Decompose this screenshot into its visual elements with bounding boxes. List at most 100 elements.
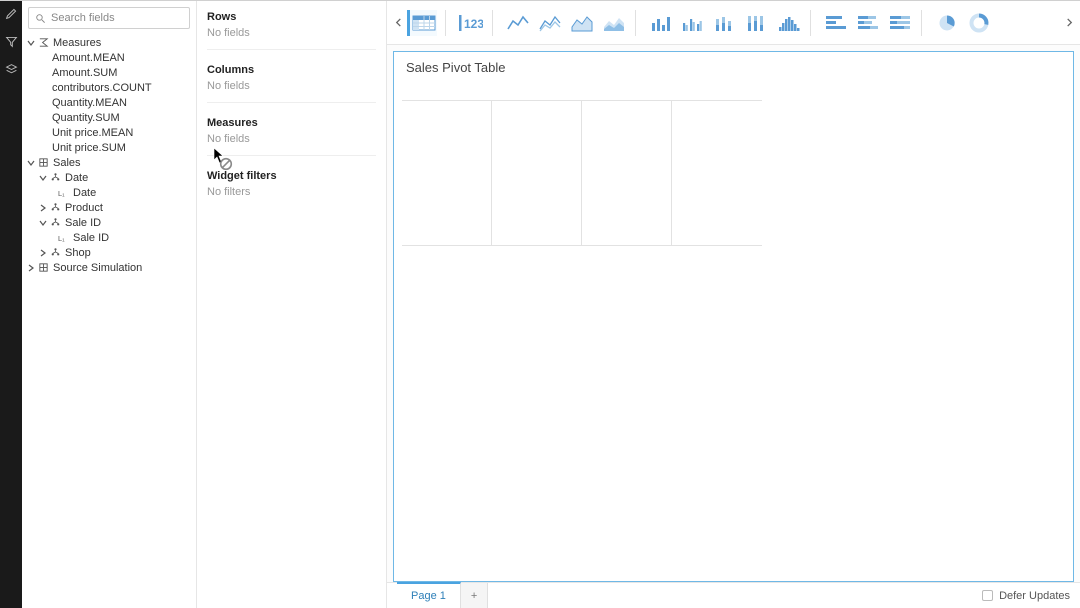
chevron-down-icon[interactable] [38,219,48,227]
tree-item[interactable]: L₁ Sale ID [22,230,196,245]
defer-label: Defer Updates [999,590,1070,602]
chevron-right-icon[interactable] [38,249,48,257]
tree-label: Quantity.MEAN [52,97,127,109]
pivot-canvas[interactable]: Sales Pivot Table [393,51,1074,582]
cube-icon [36,157,50,168]
chevron-down-icon[interactable] [38,174,48,182]
viz-hbar-stacked[interactable] [851,10,881,36]
tree-label: Measures [53,37,101,49]
chevron-right-icon[interactable] [26,264,36,272]
add-page-button[interactable]: + [461,583,488,608]
tree-label: Unit price.SUM [52,142,126,154]
viz-pivot-table[interactable] [407,10,437,36]
shelf-measures[interactable]: Measures No fields [207,117,376,156]
tree-label: Quantity.SUM [52,112,120,124]
shelf-empty: No fields [207,133,376,145]
shelf-title: Rows [207,11,376,23]
hierarchy-icon [48,247,62,258]
tree-item-measures[interactable]: Measures [22,35,196,50]
tree-item[interactable]: Amount.MEAN [22,50,196,65]
tree-label: Amount.SUM [52,67,117,79]
left-rail [0,1,22,608]
cube-icon [36,262,50,273]
shelf-title: Widget filters [207,170,376,182]
tree-label: Sale ID [65,217,101,229]
hierarchy-icon [48,217,62,228]
hierarchy-icon [48,202,62,213]
search-input[interactable] [28,7,190,29]
tree-label: Unit price.MEAN [52,127,133,139]
viz-area[interactable] [565,10,595,36]
plus-icon: + [471,590,477,602]
canvas-title: Sales Pivot Table [394,52,1073,83]
shelf-empty: No fields [207,27,376,39]
viz-100-stacked-bar[interactable] [740,10,770,36]
viz-stacked-area[interactable] [597,10,627,36]
tree-item[interactable]: Quantity.SUM [22,110,196,125]
shelf-empty: No fields [207,80,376,92]
viz-pie[interactable] [930,10,960,36]
shelf-rows[interactable]: Rows No fields [207,11,376,50]
viz-prev-icon[interactable] [391,16,405,30]
viz-line[interactable] [501,10,531,36]
level-icon: L₁ [56,232,70,243]
empty-pivot-grid [402,100,762,246]
tree-item-date[interactable]: Date [22,170,196,185]
search-field[interactable] [51,12,183,24]
viz-next-icon[interactable] [1062,16,1076,30]
svg-text:L₁: L₁ [58,234,65,243]
layers-icon[interactable] [5,63,18,81]
tree-item-sales[interactable]: Sales [22,155,196,170]
chevron-right-icon[interactable] [38,204,48,212]
defer-updates-toggle[interactable]: Defer Updates [972,583,1080,608]
shelf-title: Measures [207,117,376,129]
page-tab[interactable]: Page 1 [397,582,461,608]
shelf-filters[interactable]: Widget filters No filters [207,170,376,208]
tree-item-saleid[interactable]: Sale ID [22,215,196,230]
viz-multiline[interactable] [533,10,563,36]
viz-bar[interactable] [644,10,674,36]
chevron-down-icon[interactable] [26,159,36,167]
svg-text:123: 123 [464,17,483,31]
viz-histogram[interactable] [772,10,802,36]
tree-item[interactable]: Amount.SUM [22,65,196,80]
tree-item[interactable]: contributors.COUNT [22,80,196,95]
tree-label: Product [65,202,103,214]
tree-item[interactable]: Unit price.SUM [22,140,196,155]
tree-item[interactable]: Quantity.MEAN [22,95,196,110]
viz-hbar[interactable] [819,10,849,36]
tree-label: Sale ID [73,232,109,244]
svg-text:L₁: L₁ [58,189,65,198]
tree-label: Amount.MEAN [52,52,125,64]
chevron-down-icon[interactable] [26,39,36,47]
checkbox-icon[interactable] [982,590,993,601]
search-icon [35,13,46,24]
tree-label: Date [73,187,96,199]
footer-bar: Page 1 + Defer Updates [387,582,1080,608]
tree-item[interactable]: L₁ Date [22,185,196,200]
viz-kpi[interactable]: 123 [454,10,484,36]
viz-type-bar: 123 [387,1,1080,45]
page-tab-label: Page 1 [411,590,446,602]
tree-item-shop[interactable]: Shop [22,245,196,260]
tree-label: Date [65,172,88,184]
sigma-icon [36,37,50,48]
viz-hbar-100[interactable] [883,10,913,36]
viz-grouped-bar[interactable] [676,10,706,36]
tree-item[interactable]: Unit price.MEAN [22,125,196,140]
fields-tree: Measures Amount.MEAN Amount.SUM contribu… [22,35,196,275]
viz-donut[interactable] [962,10,992,36]
tree-item-source[interactable]: Source Simulation [22,260,196,275]
main-area: 123 Sa [387,1,1080,608]
shelf-columns[interactable]: Columns No fields [207,64,376,103]
tree-label: Sales [53,157,81,169]
pencil-icon[interactable] [5,7,18,25]
fields-panel: Measures Amount.MEAN Amount.SUM contribu… [22,1,197,608]
shelves-panel: Rows No fields Columns No fields Measure… [197,1,387,608]
shelf-empty: No filters [207,186,376,198]
viz-stacked-bar[interactable] [708,10,738,36]
filter-icon[interactable] [5,35,18,53]
tree-item-product[interactable]: Product [22,200,196,215]
tree-label: Shop [65,247,91,259]
tree-label: Source Simulation [53,262,142,274]
